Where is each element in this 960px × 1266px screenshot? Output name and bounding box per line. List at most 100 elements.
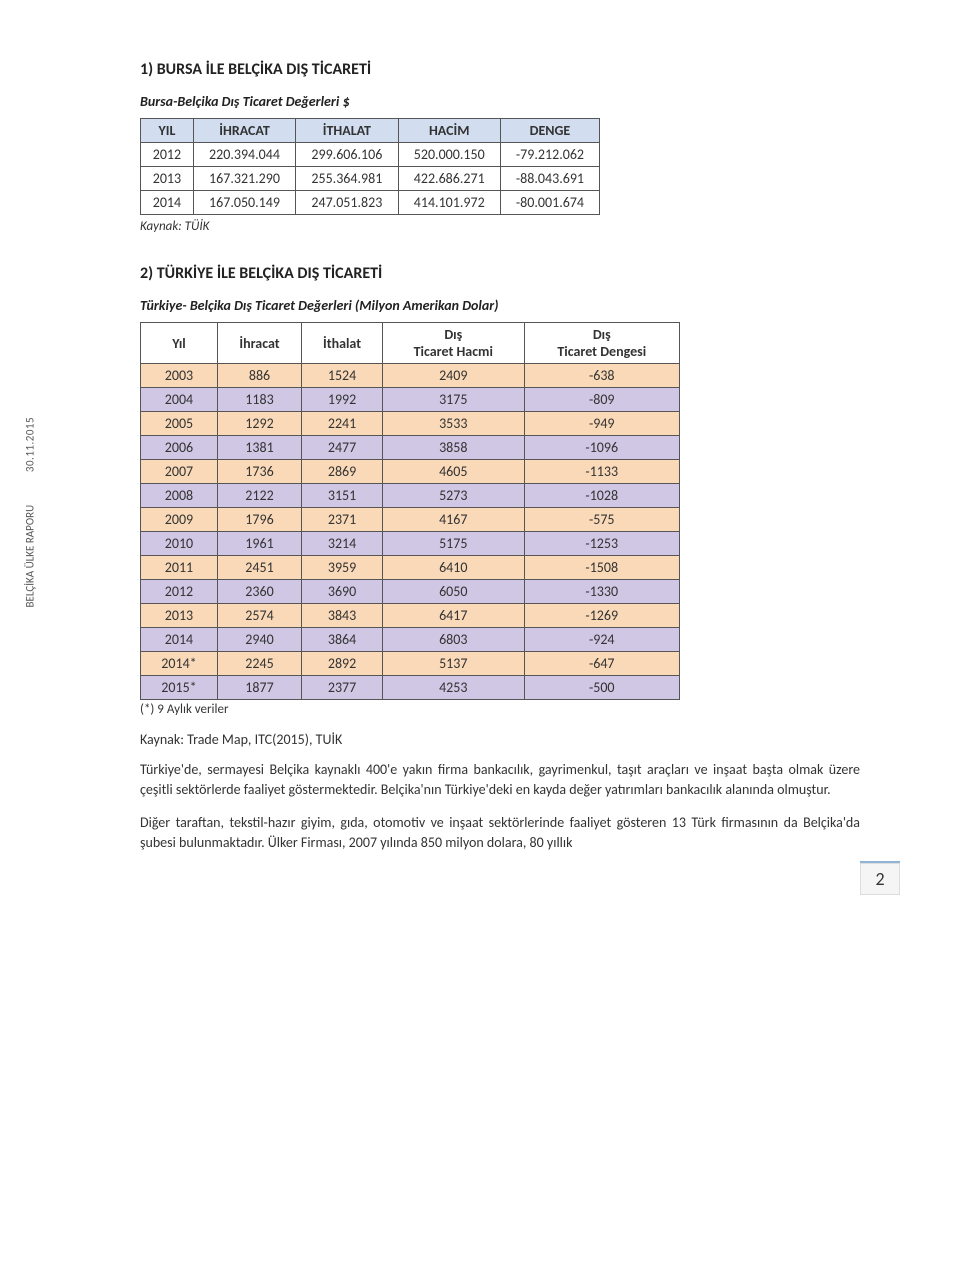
table2-cell: 2005 (141, 412, 218, 436)
paragraph-1: Türkiye'de, sermayesi Belçika kaynaklı 4… (140, 760, 860, 801)
table2-cell: -1330 (524, 580, 680, 604)
table2-cell: 3864 (302, 628, 383, 652)
table1-source: Kaynak: TÜİK (140, 219, 860, 234)
table2-cell: 5175 (383, 532, 524, 556)
table2-cell: 2245 (217, 652, 301, 676)
table2-cell: 2892 (302, 652, 383, 676)
table2-cell: 2011 (141, 556, 218, 580)
table2-header-cell: DışTicaret Hacmi (383, 323, 524, 364)
table1-cell: 2014 (141, 191, 194, 215)
table2-cell: 2360 (217, 580, 301, 604)
section2-subtitle: Türkiye- Belçika Dış Ticaret Değerleri (… (140, 297, 860, 314)
table-row: 2009179623714167-575 (141, 508, 680, 532)
table2-cell: 2122 (217, 484, 301, 508)
table2-cell: 2013 (141, 604, 218, 628)
table2-cell: 2004 (141, 388, 218, 412)
table2-header-cell: İthalat (302, 323, 383, 364)
table1-header-cell: DENGE (500, 119, 599, 143)
table2-cell: 3690 (302, 580, 383, 604)
table2-cell: 1961 (217, 532, 301, 556)
table2-cell: 6803 (383, 628, 524, 652)
table1-header-cell: HACİM (398, 119, 500, 143)
table2-cell: 1381 (217, 436, 301, 460)
table1-cell: -79.212.062 (500, 143, 599, 167)
table2-cell: 1183 (217, 388, 301, 412)
table-row: 2005129222413533-949 (141, 412, 680, 436)
table2-cell: 2869 (302, 460, 383, 484)
table-row: 2014294038646803-924 (141, 628, 680, 652)
table2-cell: -809 (524, 388, 680, 412)
table2-cell: 886 (217, 364, 301, 388)
table-row: 2013257438436417-1269 (141, 604, 680, 628)
table1-cell: 299.606.106 (296, 143, 398, 167)
table2-cell: 3858 (383, 436, 524, 460)
table2-cell: 4605 (383, 460, 524, 484)
table2-cell: 6417 (383, 604, 524, 628)
table1-cell: 220.394.044 (193, 143, 295, 167)
table2-cell: 2009 (141, 508, 218, 532)
table2-cell: 2010 (141, 532, 218, 556)
table2-cell: 2371 (302, 508, 383, 532)
table2-cell: 2014 (141, 628, 218, 652)
sidebar-report-label: BELÇİKA ÜLKE RAPORU (24, 505, 37, 608)
table-row: 2012220.394.044299.606.106520.000.150-79… (141, 143, 600, 167)
paragraph-2: Diğer taraftan, tekstil-hazır giyim, gıd… (140, 813, 860, 854)
table1-header-cell: İTHALAT (296, 119, 398, 143)
table1-cell: 167.321.290 (193, 167, 295, 191)
table1-cell: 520.000.150 (398, 143, 500, 167)
table2-header-cell: İhracat (217, 323, 301, 364)
table-bursa-trade: YILİHRACATİTHALATHACİMDENGE 2012220.394.… (140, 118, 600, 215)
table1-header-cell: İHRACAT (193, 119, 295, 143)
table2-cell: 2006 (141, 436, 218, 460)
table2-cell: -638 (524, 364, 680, 388)
page-number: 2 (860, 861, 900, 895)
table-row: 2012236036906050-1330 (141, 580, 680, 604)
table2-cell: -1133 (524, 460, 680, 484)
section1-subtitle: Bursa-Belçika Dış Ticaret Değerleri $ (140, 93, 860, 110)
table-row: 2011245139596410-1508 (141, 556, 680, 580)
table2-cell: 4253 (383, 676, 524, 700)
table-row: 2007173628694605-1133 (141, 460, 680, 484)
table2-cell: 2377 (302, 676, 383, 700)
table2-cell: 2012 (141, 580, 218, 604)
table1-cell: 422.686.271 (398, 167, 500, 191)
table2-cell: -575 (524, 508, 680, 532)
table2-cell: -1253 (524, 532, 680, 556)
table2-cell: 5273 (383, 484, 524, 508)
table2-cell: -1269 (524, 604, 680, 628)
table2-cell: 2574 (217, 604, 301, 628)
table2-cell: 5137 (383, 652, 524, 676)
table2-cell: -924 (524, 628, 680, 652)
section1-title: 1) BURSA İLE BELÇİKA DIŞ TİCARETİ (140, 60, 860, 79)
table2-source: Kaynak: Trade Map, ITC(2015), TUİK (140, 731, 860, 748)
table-row: 2006138124773858-1096 (141, 436, 680, 460)
table2-cell: 2477 (302, 436, 383, 460)
table2-cell: -647 (524, 652, 680, 676)
table2-cell: 2003 (141, 364, 218, 388)
table2-cell: 1524 (302, 364, 383, 388)
table1-cell: -80.001.674 (500, 191, 599, 215)
table1-cell: 167.050.149 (193, 191, 295, 215)
table2-cell: 1877 (217, 676, 301, 700)
table2-cell: 2241 (302, 412, 383, 436)
table1-cell: 255.364.981 (296, 167, 398, 191)
table1-cell: 414.101.972 (398, 191, 500, 215)
table-row: 200388615242409-638 (141, 364, 680, 388)
table-row: 2004118319923175-809 (141, 388, 680, 412)
table2-cell: 1992 (302, 388, 383, 412)
table2-cell: 3533 (383, 412, 524, 436)
table2-cell: 2015* (141, 676, 218, 700)
table2-cell: 1796 (217, 508, 301, 532)
table-row: 2013167.321.290255.364.981422.686.271-88… (141, 167, 600, 191)
table2-cell: 2451 (217, 556, 301, 580)
table2-cell: 6050 (383, 580, 524, 604)
table2-cell: 2008 (141, 484, 218, 508)
table2-cell: 2409 (383, 364, 524, 388)
table2-cell: 4167 (383, 508, 524, 532)
table2-cell: 2007 (141, 460, 218, 484)
section2-title: 2) TÜRKİYE İLE BELÇİKA DIŞ TİCARETİ (140, 264, 860, 283)
table2-cell: 1736 (217, 460, 301, 484)
table1-header-cell: YIL (141, 119, 194, 143)
sidebar-date: 30.11.2015 (24, 417, 37, 472)
table-row: 2014167.050.149247.051.823414.101.972-80… (141, 191, 600, 215)
